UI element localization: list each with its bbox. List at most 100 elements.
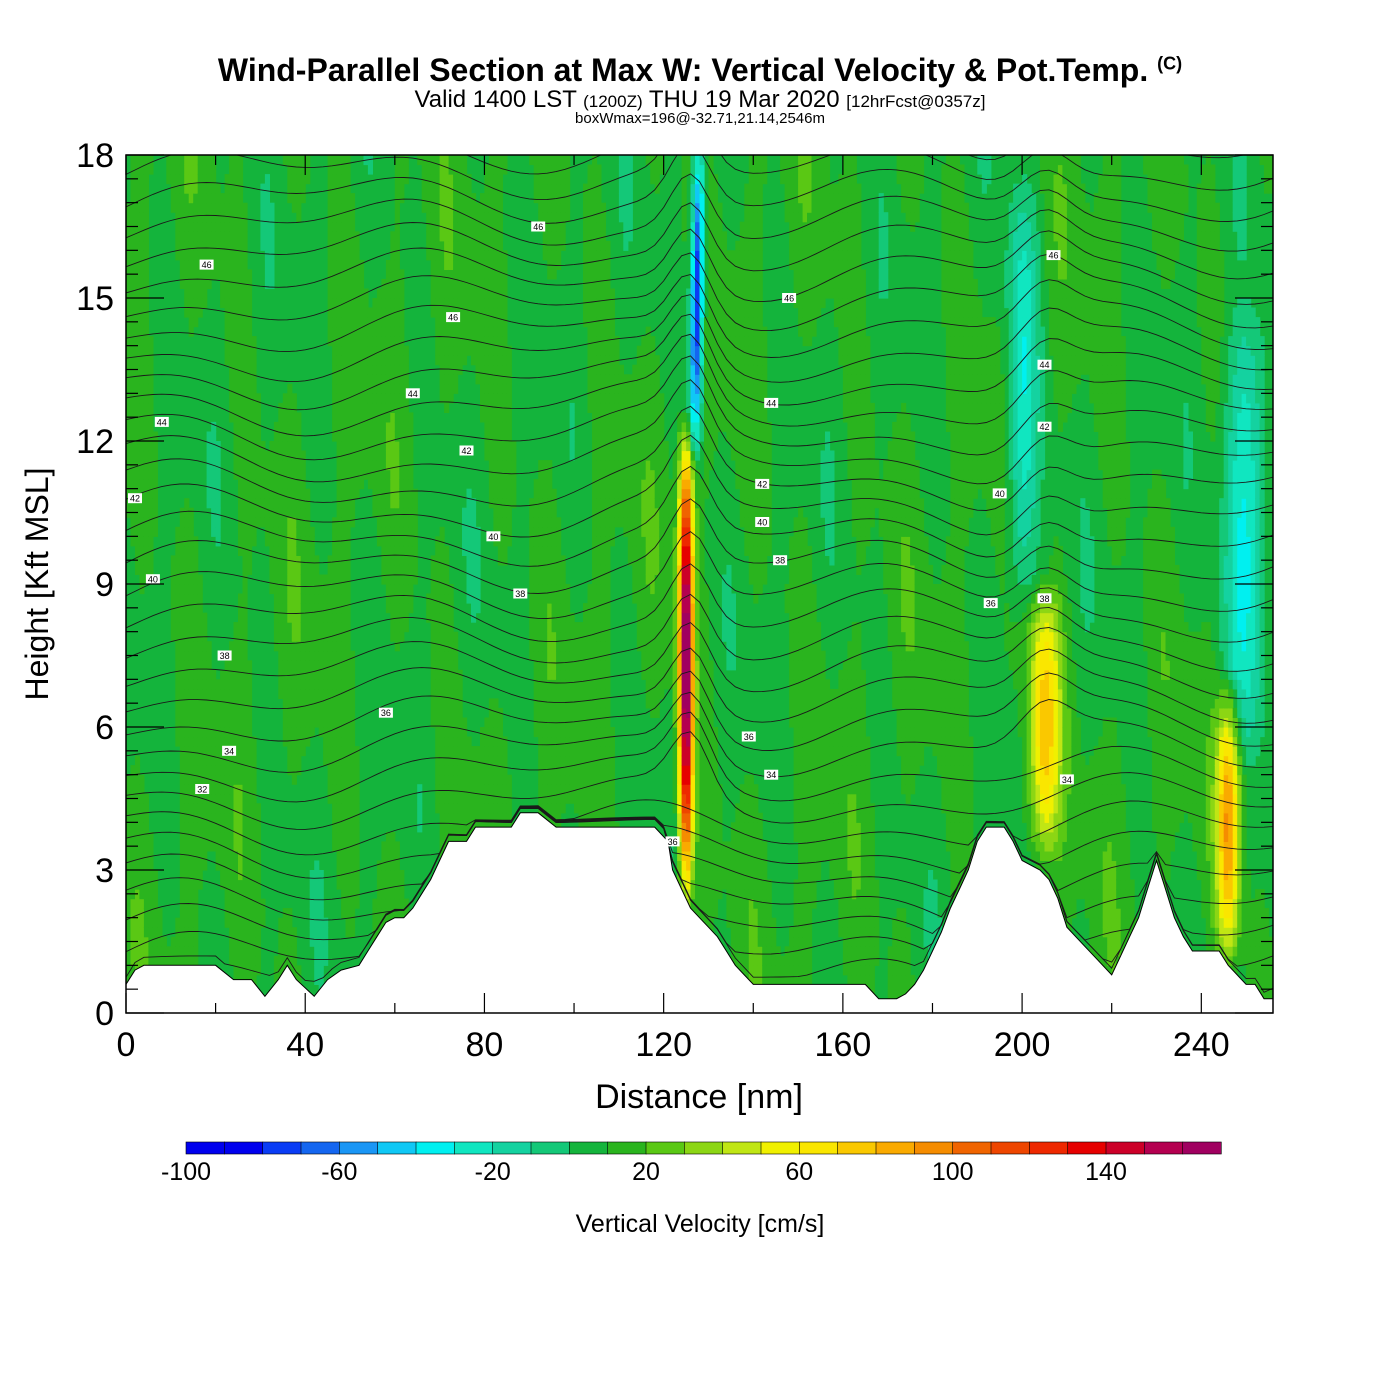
field-cell bbox=[493, 402, 499, 413]
field-cell bbox=[341, 603, 347, 614]
field-cell bbox=[220, 755, 226, 766]
field-cell bbox=[448, 155, 454, 166]
field-cell bbox=[341, 345, 347, 356]
field-cell bbox=[533, 660, 539, 671]
field-cell bbox=[367, 393, 373, 404]
field-cell bbox=[336, 507, 342, 518]
field-cell bbox=[497, 421, 503, 432]
field-cell bbox=[269, 269, 275, 280]
field-cell bbox=[233, 707, 239, 718]
field-cell bbox=[242, 469, 248, 480]
field-cell bbox=[242, 431, 248, 442]
field-cell bbox=[587, 717, 593, 728]
field-cell bbox=[135, 908, 141, 919]
field-cell bbox=[242, 488, 248, 499]
field-cell bbox=[332, 155, 338, 156]
field-cell bbox=[363, 402, 369, 413]
field-cell bbox=[336, 841, 342, 852]
field-cell bbox=[260, 460, 266, 471]
field-cell bbox=[341, 231, 347, 242]
field-cell bbox=[493, 221, 499, 232]
field-cell bbox=[291, 650, 297, 661]
field-cell bbox=[435, 746, 441, 757]
field-cell bbox=[229, 889, 235, 900]
field-cell bbox=[229, 317, 235, 328]
field-cell bbox=[453, 174, 459, 185]
field-cell bbox=[332, 345, 338, 356]
field-cell bbox=[242, 393, 248, 404]
field-cell bbox=[359, 259, 365, 270]
field-cell bbox=[399, 383, 405, 394]
field-cell bbox=[211, 183, 217, 194]
field-cell bbox=[592, 240, 598, 251]
field-cell bbox=[224, 317, 230, 328]
field-cell bbox=[551, 536, 557, 547]
field-cell bbox=[314, 698, 320, 709]
field-cell bbox=[502, 536, 508, 547]
field-cell bbox=[139, 870, 145, 881]
field-cell bbox=[193, 221, 199, 232]
field-cell bbox=[547, 488, 553, 499]
field-cell bbox=[471, 564, 477, 575]
field-cell bbox=[488, 183, 494, 194]
field-cell bbox=[305, 688, 311, 699]
field-cell bbox=[587, 174, 593, 185]
field-cell bbox=[278, 412, 284, 423]
field-cell bbox=[341, 374, 347, 385]
field-cell bbox=[551, 507, 557, 518]
field-cell bbox=[408, 517, 414, 528]
field-cell bbox=[238, 383, 244, 394]
field-cell bbox=[345, 545, 351, 556]
field-cell bbox=[345, 288, 351, 299]
field-cell bbox=[273, 641, 279, 652]
field-cell bbox=[251, 774, 257, 785]
field-cell bbox=[435, 155, 441, 156]
field-cell bbox=[354, 860, 360, 871]
field-cell bbox=[175, 164, 181, 175]
field-cell bbox=[152, 879, 158, 890]
field-cell bbox=[224, 679, 230, 690]
field-cell bbox=[327, 164, 333, 175]
field-cell bbox=[247, 822, 253, 833]
field-cell bbox=[291, 955, 297, 966]
field-cell bbox=[354, 488, 360, 499]
field-cell bbox=[251, 812, 257, 823]
field-cell bbox=[484, 374, 490, 385]
field-cell bbox=[394, 298, 400, 309]
field-cell bbox=[439, 202, 445, 213]
field-cell bbox=[560, 183, 566, 194]
field-cell bbox=[430, 679, 436, 690]
field-cell bbox=[448, 755, 454, 766]
field-cell bbox=[457, 174, 463, 185]
field-cell bbox=[184, 269, 190, 280]
field-cell bbox=[547, 269, 553, 280]
field-cell bbox=[282, 612, 288, 623]
field-cell bbox=[542, 164, 548, 175]
field-cell bbox=[448, 202, 454, 213]
field-cell bbox=[385, 307, 391, 318]
field-cell bbox=[439, 746, 445, 757]
copyright-tag: (C) bbox=[1157, 53, 1183, 74]
field-cell bbox=[296, 450, 302, 461]
field-cell bbox=[278, 460, 284, 471]
field-cell bbox=[247, 469, 253, 480]
field-cell bbox=[533, 155, 539, 166]
field-cell bbox=[233, 221, 239, 232]
field-cell bbox=[592, 298, 598, 309]
field-cell bbox=[300, 164, 306, 175]
field-cell bbox=[453, 336, 459, 347]
field-cell bbox=[332, 727, 338, 738]
field-cell bbox=[488, 460, 494, 471]
field-cell bbox=[291, 498, 297, 509]
field-cell bbox=[399, 355, 405, 366]
field-cell bbox=[484, 278, 490, 289]
field-cell bbox=[143, 374, 149, 385]
field-cell bbox=[233, 946, 239, 957]
field-cell bbox=[251, 526, 257, 537]
field-cell bbox=[233, 898, 239, 909]
field-cell bbox=[493, 736, 499, 747]
field-cell bbox=[143, 526, 149, 537]
field-cell bbox=[359, 278, 365, 289]
field-cell bbox=[538, 460, 544, 471]
field-cell bbox=[453, 793, 459, 804]
